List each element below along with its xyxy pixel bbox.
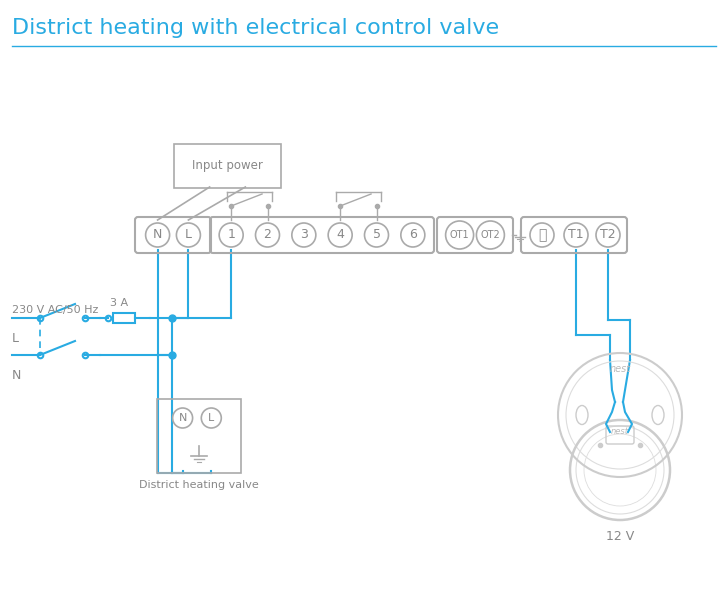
Text: L: L (185, 229, 192, 242)
Text: ⏚: ⏚ (538, 228, 546, 242)
Text: OT1: OT1 (450, 230, 470, 240)
Text: L: L (208, 413, 215, 423)
Text: nest: nest (609, 364, 630, 374)
Text: 230 V AC/50 Hz: 230 V AC/50 Hz (12, 305, 98, 315)
Text: T1: T1 (568, 229, 584, 242)
Text: T2: T2 (600, 229, 616, 242)
Text: N: N (178, 413, 187, 423)
Text: 3 A: 3 A (110, 298, 128, 308)
Text: OT2: OT2 (480, 230, 500, 240)
Text: L: L (12, 332, 19, 345)
Text: 2: 2 (264, 229, 272, 242)
Text: Input power: Input power (192, 160, 263, 172)
Text: N: N (153, 229, 162, 242)
Text: 3: 3 (300, 229, 308, 242)
Text: N: N (12, 369, 21, 382)
Text: 6: 6 (409, 229, 416, 242)
Text: 12 V: 12 V (606, 530, 634, 543)
Text: District heating valve: District heating valve (139, 480, 259, 490)
Text: 1: 1 (227, 229, 235, 242)
Text: 5: 5 (373, 229, 381, 242)
Text: 4: 4 (336, 229, 344, 242)
Text: nest: nest (611, 426, 629, 435)
Text: District heating with electrical control valve: District heating with electrical control… (12, 18, 499, 38)
